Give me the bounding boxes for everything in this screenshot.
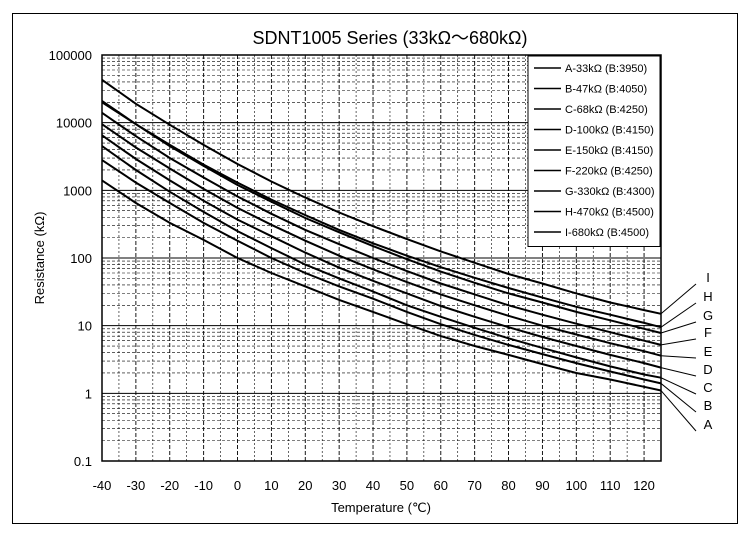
x-axis-label: Temperature (℃): [331, 500, 431, 515]
x-tick-label: -40: [93, 478, 112, 493]
x-tick-label: 90: [535, 478, 549, 493]
y-tick-label: 0.1: [74, 454, 92, 469]
x-tick-label: 80: [501, 478, 515, 493]
y-tick-label: 10: [78, 319, 92, 334]
series-callout-label: I: [706, 270, 710, 285]
series-line-i: [101, 78, 662, 315]
series-layer: [101, 78, 662, 392]
legend-entry: C-68kΩ (B:4250): [565, 104, 648, 116]
y-tick-label: 100: [70, 251, 92, 266]
legend-entry: G-330kΩ (B:4300): [565, 186, 655, 198]
legend-entry: E-150kΩ (B:4150): [565, 145, 653, 157]
y-tick-label: 1000: [63, 183, 92, 198]
legend-entry: D-100kΩ (B:4150): [565, 125, 654, 137]
x-tick-label: 100: [565, 478, 587, 493]
callout-leader: [660, 390, 697, 432]
callout-leader: [660, 321, 697, 334]
callout-leader: [660, 377, 697, 395]
x-tick-label: 10: [264, 478, 278, 493]
x-tick-label: -10: [194, 478, 213, 493]
y-axis-label: Resistance (kΩ): [32, 212, 47, 305]
series-callout-label: C: [703, 380, 712, 395]
x-tick-label: 60: [434, 478, 448, 493]
series-line-a: [101, 179, 662, 392]
x-tick-labels: -40 -30 -20 -10 0 10 20 30 40 50 60 70 80 90 100 110 120: [93, 478, 655, 493]
series-callout-label: F: [704, 325, 712, 340]
series-callout-label: A: [704, 417, 713, 432]
series-callout-label: B: [704, 398, 713, 413]
x-tick-label: 20: [298, 478, 312, 493]
y-tick-label: 1: [85, 386, 92, 401]
callout-leader: [660, 383, 697, 413]
x-tick-label: 30: [332, 478, 346, 493]
x-tick-label: 110: [600, 478, 621, 493]
callout-leader: [660, 283, 697, 315]
series-line-c: [101, 145, 662, 379]
series-callout-label: D: [703, 362, 712, 377]
series-callout-label: E: [704, 344, 713, 359]
x-tick-label: 40: [366, 478, 380, 493]
series-line-g: [101, 100, 662, 334]
callout-leader: [660, 302, 697, 328]
series-line-d: [101, 134, 662, 369]
y-tick-label: 100000: [49, 48, 92, 63]
plot-area-border: [101, 54, 662, 462]
x-tick-label: 0: [234, 478, 241, 493]
series-line-b: [101, 159, 662, 385]
series-line-h: [101, 101, 662, 329]
x-tick-label: 70: [467, 478, 481, 493]
callout-leader: [660, 338, 697, 346]
x-tick-label: -20: [160, 478, 179, 493]
legend-entry: I-680kΩ (B:4500): [565, 227, 649, 239]
legend: A-33kΩ (B:3950) B-47kΩ (B:4050) C-68kΩ (B:…: [527, 55, 661, 247]
y-tick-labels: 0.1 1 10 100 1000 10000 100000: [49, 48, 92, 469]
chart-title: SDNT1005 Series (33kΩ～680kΩ): [252, 28, 527, 48]
series-line-e: [101, 123, 662, 357]
legend-entry: F-220kΩ (B:4250): [565, 166, 653, 178]
x-tick-label: 50: [400, 478, 414, 493]
series-callout-label: G: [703, 308, 713, 323]
chart-frame: [12, 13, 738, 524]
callout-leader: [660, 367, 697, 377]
x-tick-label: 120: [633, 478, 655, 493]
x-tick-label: -30: [126, 478, 145, 493]
legend-entry: H-470kΩ (B:4500): [565, 207, 654, 219]
y-tick-label: 10000: [56, 116, 92, 131]
legend-entry: B-47kΩ (B:4050): [565, 84, 647, 96]
series-line-f: [101, 111, 662, 346]
callout-leader: [660, 355, 697, 359]
series-callout-label: H: [703, 289, 712, 304]
legend-entry: A-33kΩ (B:3950): [565, 63, 647, 75]
